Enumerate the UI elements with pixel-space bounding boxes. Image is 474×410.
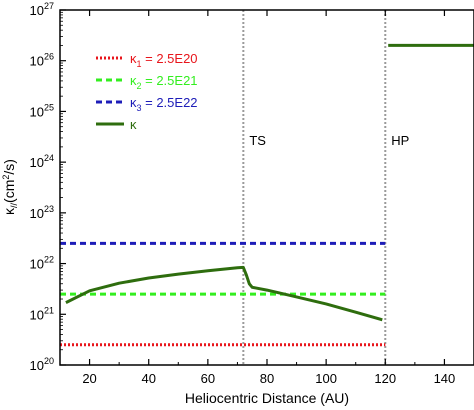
legend-label-4: κ xyxy=(130,117,137,132)
y-tick-label: 1023 xyxy=(30,204,54,221)
boundary-label-ts: TS xyxy=(249,133,266,148)
y-tick-label: 1025 xyxy=(30,102,54,119)
series-line-4-segment-1 xyxy=(65,265,383,322)
annotations: TS HP xyxy=(249,133,409,148)
x-tick-label: 100 xyxy=(315,371,337,386)
legend-label-2: κ2 = 2.5E21 xyxy=(130,73,198,91)
y-tick-label: 1026 xyxy=(30,52,54,69)
y-tick-label: 1024 xyxy=(30,153,54,170)
series-layer xyxy=(60,43,474,347)
x-tick-label: 120 xyxy=(374,371,396,386)
x-tick-label: 40 xyxy=(141,371,155,386)
x-axis-label: Heliocentric Distance (AU) xyxy=(185,390,349,406)
x-tick-label: 20 xyxy=(82,371,96,386)
boundary-lines xyxy=(242,10,387,365)
y-tick-label: 1027 xyxy=(30,1,54,18)
x-tick-label: 60 xyxy=(201,371,215,386)
x-tick-label: 80 xyxy=(260,371,274,386)
y-tick-label: 1021 xyxy=(30,305,54,322)
x-tick-label: 140 xyxy=(434,371,456,386)
legend: κ1 = 2.5E20 κ2 = 2.5E21 κ3 = 2.5E22 κ xyxy=(96,51,198,132)
boundary-label-hp: HP xyxy=(391,133,409,148)
y-axis-label: κ//(cm2/s) xyxy=(1,159,19,215)
legend-label-1: κ1 = 2.5E20 xyxy=(130,51,198,69)
y-tick-label: 1020 xyxy=(30,356,54,373)
ticks-layer: 20 40 60 80 100 120 140 1020 1021 1022 1023 1024 102… xyxy=(30,1,474,386)
legend-label-3: κ3 = 2.5E22 xyxy=(130,95,198,113)
y-tick-label: 1022 xyxy=(30,255,54,272)
plot-frame xyxy=(59,9,474,366)
